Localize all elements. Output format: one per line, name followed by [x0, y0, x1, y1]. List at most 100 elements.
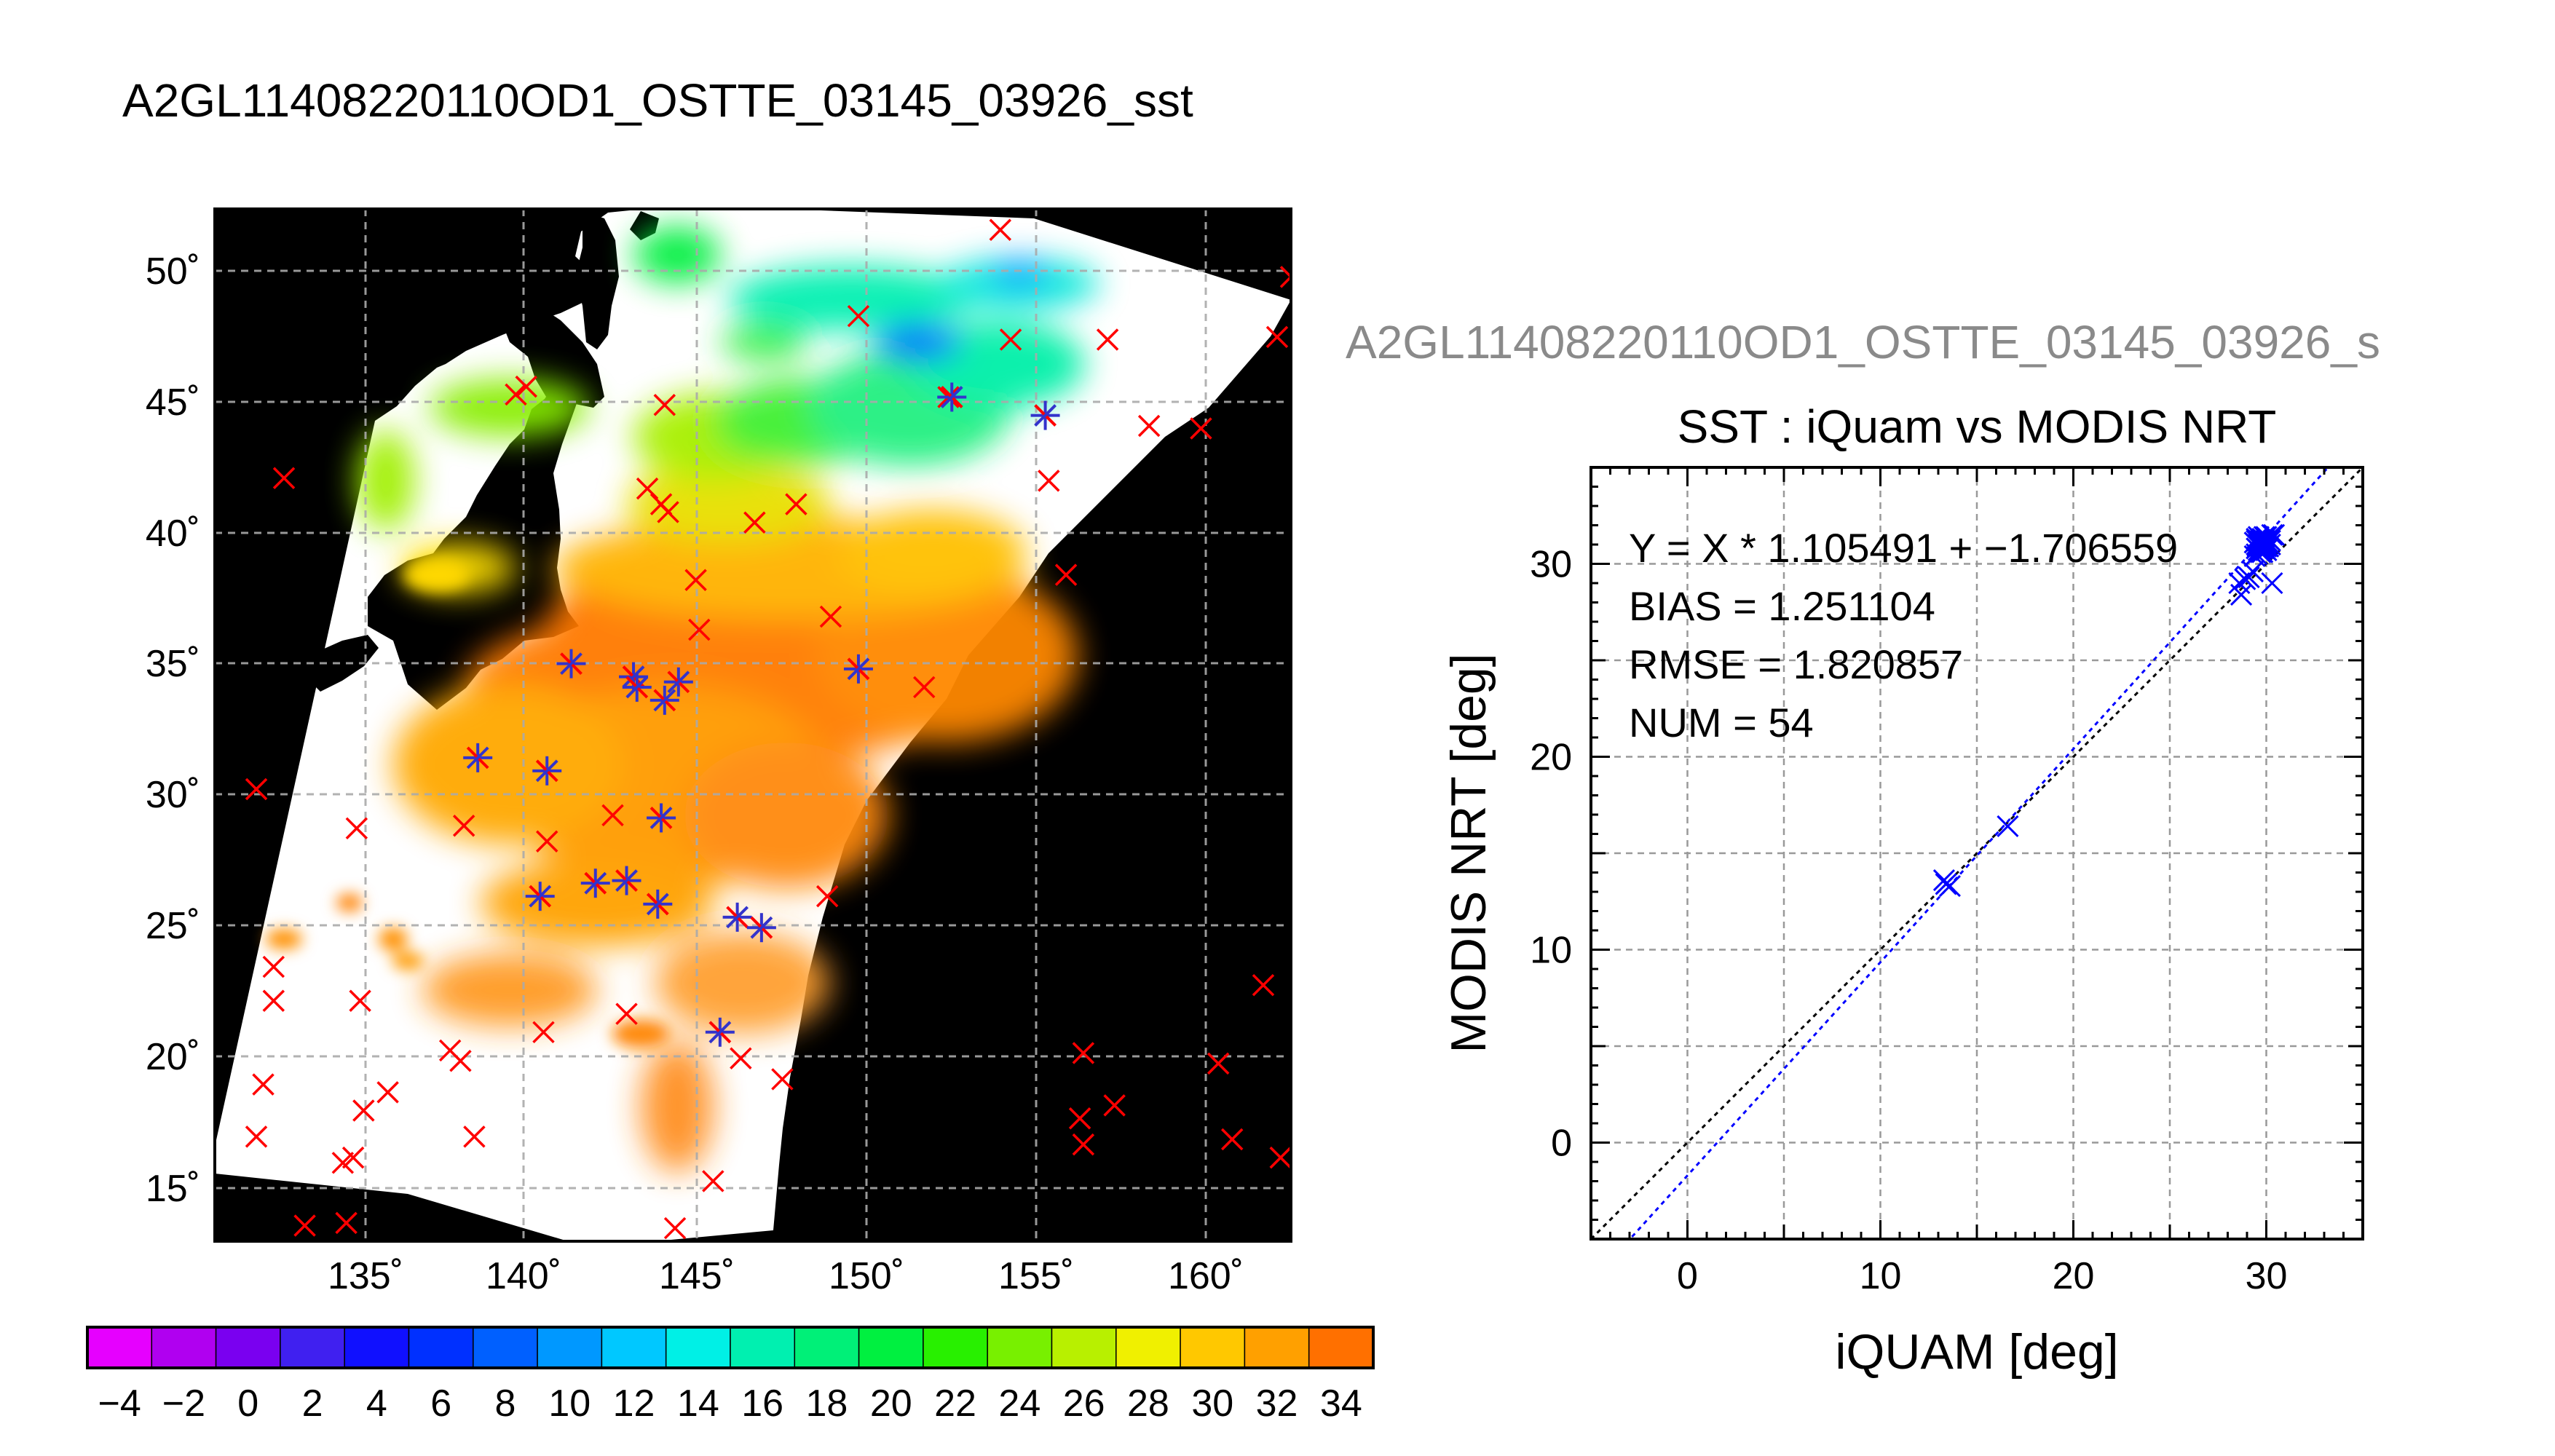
scatter-subtitle: A2GL11408220110OD1_OSTTE_03145_03926_s — [1346, 316, 2380, 368]
colorbar-tick-label: −4 — [98, 1382, 141, 1425]
colocated-marker — [663, 667, 693, 697]
colorbar-tick-label: 10 — [548, 1382, 591, 1425]
x-tick-label: 10 — [1860, 1255, 1902, 1297]
matchup-marker — [1207, 1052, 1230, 1075]
lat-tick-label: 35˚ — [146, 643, 200, 685]
scatter-points — [1932, 523, 2286, 898]
matchup-marker — [245, 778, 268, 801]
map-lon-labels: 135˚ 140˚ 145˚ 150˚ 155˚ 160˚ — [328, 1255, 1244, 1297]
y-axis-label: MODIS NRT [deg] — [1441, 653, 1496, 1053]
lat-tick-label: 25˚ — [146, 905, 200, 947]
matchup-marker — [345, 817, 368, 840]
stats-box: Y = X * 1.105491 + −1.706559 BIAS = 1.25… — [1629, 525, 2178, 745]
matchup-marker — [293, 1214, 316, 1237]
scatter-title: SST : iQuam vs MODIS NRT — [1678, 400, 2277, 453]
scatter-point — [1935, 873, 1957, 895]
matchup-marker — [771, 1068, 794, 1091]
matchup-marker — [819, 605, 842, 628]
colorbar-bin — [344, 1326, 410, 1369]
matchup-marker — [449, 1050, 472, 1072]
matchup-marker — [989, 218, 1012, 241]
x-axis-label: iQUAM [deg] — [1835, 1324, 2118, 1380]
colorbar-bin — [730, 1326, 796, 1369]
colocated-marker — [937, 382, 967, 412]
colorbar-bin — [1115, 1326, 1181, 1369]
matchup-marker — [999, 328, 1022, 351]
colorbar-bin — [665, 1326, 731, 1369]
colorbar-tick-label: 4 — [366, 1382, 387, 1425]
identity-line — [1591, 467, 2363, 1239]
colocated-marker — [580, 869, 610, 898]
colocated-marker — [622, 672, 652, 702]
colocated-marker — [705, 1017, 735, 1047]
colocated-marker — [612, 866, 641, 895]
colorbar-tick-label: 28 — [1127, 1382, 1169, 1425]
matchup-marker — [335, 1211, 358, 1235]
matchup-marker — [262, 955, 285, 978]
matchup-marker — [663, 1216, 687, 1240]
matchup-marker — [535, 830, 558, 852]
colorbar-bin — [408, 1326, 474, 1369]
colorbar-bin — [87, 1326, 153, 1369]
matchup-marker — [636, 477, 659, 500]
matchup-marker — [1103, 1094, 1126, 1117]
matchup-marker — [245, 1125, 268, 1148]
matchup-marker — [272, 467, 296, 489]
num-stat: NUM = 54 — [1629, 700, 1814, 745]
lat-tick-label: 30˚ — [146, 774, 200, 816]
matchup-marker — [376, 1081, 399, 1104]
colorbar-bin — [794, 1326, 860, 1369]
scatter-plot: 0 10 20 30 0 10 20 30 Y = X * 1.105491 + −1.706… — [1441, 466, 2364, 1380]
sst-field — [357, 226, 1099, 1172]
scatter-grid — [1591, 467, 2363, 1239]
matchup-marker — [1068, 1107, 1091, 1130]
colocated-marker — [647, 803, 676, 833]
map-grid — [215, 209, 1291, 1241]
y-tick-label: 20 — [1530, 737, 1572, 779]
colorbar-bin — [987, 1326, 1053, 1369]
lat-tick-label: 20˚ — [146, 1036, 200, 1078]
matchup-marker — [252, 1073, 275, 1096]
colorbar-bin — [215, 1326, 281, 1369]
colorbar-tick-label: 20 — [870, 1382, 912, 1425]
scatter-point — [2253, 531, 2275, 554]
sst-map: 50˚ 45˚ 40˚ 35˚ 30˚ 25˚ 20˚ 15˚ 135˚ 140… — [146, 207, 1292, 1297]
matchup-marker — [341, 1146, 365, 1169]
scatter-tick-labels: 0 10 20 30 0 10 20 30 — [1530, 544, 2287, 1298]
colorbar-bin — [473, 1326, 538, 1369]
matchup-marker — [349, 989, 371, 1012]
colocated-marker — [843, 654, 873, 684]
colorbar-bin — [858, 1326, 924, 1369]
matchup-marker — [262, 989, 285, 1012]
colocated-marker — [525, 882, 555, 911]
matchup-marker — [1038, 470, 1060, 492]
colorbar-frame — [86, 1326, 1375, 1369]
x-tick-label: 30 — [2246, 1255, 2288, 1297]
matchup-marker — [847, 304, 870, 328]
fit-equation: Y = X * 1.105491 + −1.706559 — [1629, 525, 2178, 571]
colocated-marker — [463, 743, 493, 772]
colorbar-tick-label: 32 — [1256, 1382, 1298, 1425]
colorbar-bin — [1308, 1326, 1374, 1369]
matchup-marker — [452, 814, 475, 837]
colorbar-bin — [1051, 1326, 1117, 1369]
colocated-marker — [746, 913, 776, 943]
matchup-marker — [1072, 1133, 1095, 1156]
colorbar-tick-label: 14 — [677, 1382, 719, 1425]
figure-title: A2GL11408220110OD1_OSTTE_03145_03926_sst — [122, 74, 1193, 127]
colorbar-tick-label: 24 — [998, 1382, 1040, 1425]
matchup-marker — [1054, 563, 1078, 586]
lon-tick-label: 155˚ — [998, 1255, 1074, 1297]
y-tick-label: 10 — [1530, 930, 1572, 972]
matchup-marker — [463, 1125, 486, 1148]
x-tick-label: 0 — [1677, 1255, 1698, 1297]
matchup-marker — [1096, 328, 1119, 351]
colorbar-tick-label: 2 — [302, 1382, 323, 1425]
matchup-marker — [730, 1047, 752, 1069]
matchup-marker — [743, 511, 766, 534]
colorbar-tick-label: 8 — [494, 1382, 516, 1425]
colorbar-labels: −4 −2 0 2 4 6 8 10 12 14 16 18 20 22 24 26 28 30 32 34 — [98, 1382, 1362, 1425]
scatter-point — [2255, 535, 2278, 558]
scatter-point — [1997, 815, 2019, 837]
